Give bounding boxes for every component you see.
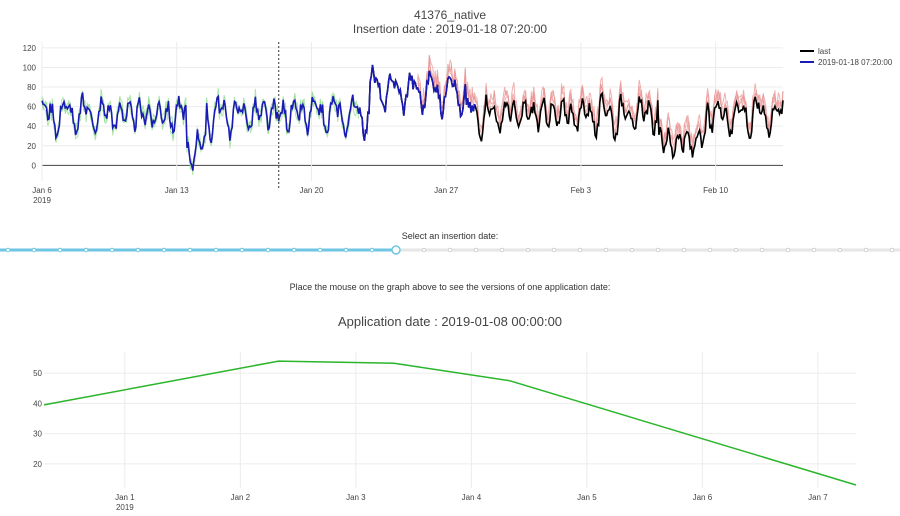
top-x-tick: Jan 13 — [165, 186, 190, 195]
top-x-tick: Feb 3 — [571, 186, 592, 195]
slider-mark[interactable] — [681, 247, 687, 253]
application-date-chart[interactable]: 20 30 40 50 Jan 1 Jan 2 Jan 3 Jan 4 Jan 5 Jan 6 Ja… — [0, 330, 900, 516]
slider-mark[interactable] — [577, 247, 583, 253]
bottom-x-tick: Jan 2 — [231, 493, 251, 502]
slider-label: Select an insertion date: — [401, 231, 499, 241]
slider-mark[interactable] — [265, 247, 271, 253]
top-y-tick: 40 — [27, 122, 36, 131]
slider-mark[interactable] — [707, 247, 713, 253]
bottom-x-tick: Jan 4 — [462, 493, 482, 502]
bottom-x-tick: Jan 7 — [808, 493, 828, 502]
bottom-y-tick: 30 — [33, 430, 42, 439]
slider-mark[interactable] — [837, 247, 843, 253]
insertion-date-slider[interactable] — [0, 241, 900, 261]
slider-mark[interactable] — [161, 247, 167, 253]
slider-mark[interactable] — [83, 247, 89, 253]
slider-mark[interactable] — [629, 247, 635, 253]
slider-mark[interactable] — [733, 247, 739, 253]
legend[interactable]: last 2019-01-18 07:20:00 — [800, 47, 893, 67]
legend-item-last[interactable]: last — [800, 47, 831, 56]
slider-mark[interactable] — [317, 247, 323, 253]
bottom-x-tick: Jan 1 — [115, 493, 135, 502]
slider-mark[interactable] — [551, 247, 557, 253]
slider-mark[interactable] — [603, 247, 609, 253]
bottom-y-tick: 50 — [33, 369, 42, 378]
future-version-line — [417, 55, 784, 149]
top-y-tick: 100 — [23, 63, 37, 72]
legend-label-last: last — [818, 47, 831, 56]
top-gridlines — [41, 42, 783, 181]
legend-item-insertion[interactable]: 2019-01-18 07:20:00 — [800, 58, 893, 67]
chart-title: 41376_native — [413, 8, 487, 22]
slider-mark[interactable] — [525, 247, 531, 253]
bottom-x-tick: Jan 5 — [577, 493, 597, 502]
insertion-versions-chart[interactable]: 0 20 40 60 80 100 120 Jan 6 Jan 13 Jan 20 Jan 27 Fe… — [0, 0, 900, 215]
slider-mark[interactable] — [31, 247, 37, 253]
bottom-x-year: 2019 — [116, 503, 134, 512]
slider-mark[interactable] — [187, 247, 193, 253]
application-series-line — [43, 360, 857, 486]
bottom-y-tick: 20 — [33, 460, 42, 469]
bottom-axis-labels: 20 30 40 50 Jan 1 Jan 2 Jan 3 Jan 4 Jan 5 Jan 6 Ja… — [33, 369, 828, 512]
slider-marks — [5, 247, 895, 253]
series-insertion-line — [41, 64, 476, 171]
slider-mark[interactable] — [863, 247, 869, 253]
bottom-y-tick: 40 — [33, 399, 42, 408]
slider-mark[interactable] — [811, 247, 817, 253]
slider-mark[interactable] — [239, 247, 245, 253]
top-x-tick: Jan 6 — [32, 186, 52, 195]
top-y-tick: 60 — [27, 103, 36, 112]
slider-mark[interactable] — [291, 247, 297, 253]
slider-handle[interactable] — [391, 245, 401, 255]
slider-mark[interactable] — [57, 247, 63, 253]
slider-mark[interactable] — [889, 247, 895, 253]
slider-mark[interactable] — [343, 247, 349, 253]
top-y-tick: 80 — [27, 83, 36, 92]
version-lines — [41, 55, 784, 175]
slider-mark[interactable] — [369, 247, 375, 253]
slider-mark[interactable] — [759, 247, 765, 253]
legend-label-insertion: 2019-01-18 07:20:00 — [818, 58, 893, 67]
top-x-tick: Jan 27 — [434, 186, 459, 195]
top-y-tick: 120 — [23, 44, 37, 53]
slider-mark[interactable] — [135, 247, 141, 253]
slider-mark[interactable] — [655, 247, 661, 253]
slider-mark[interactable] — [5, 247, 11, 253]
slider-mark[interactable] — [447, 247, 453, 253]
application-date-title: Application date : 2019-01-08 00:00:00 — [337, 314, 563, 329]
top-x-tick: Feb 10 — [703, 186, 728, 195]
slider-mark[interactable] — [421, 247, 427, 253]
bottom-gridlines — [44, 352, 856, 488]
chart-subtitle: Insertion date : 2019-01-18 07:20:00 — [352, 22, 548, 36]
top-axis-labels: 0 20 40 60 80 100 120 Jan 6 Jan 13 Jan 20 Jan 27 Fe… — [23, 44, 729, 205]
slider-mark[interactable] — [213, 247, 219, 253]
bottom-x-tick: Jan 3 — [346, 493, 366, 502]
top-y-tick: 20 — [27, 142, 36, 151]
slider-mark[interactable] — [473, 247, 479, 253]
slider-mark[interactable] — [499, 247, 505, 253]
top-x-year: 2019 — [33, 196, 51, 205]
slider-mark[interactable] — [785, 247, 791, 253]
hover-instructions: Place the mouse on the graph above to se… — [289, 282, 611, 292]
top-y-tick: 0 — [32, 161, 37, 170]
top-x-tick: Jan 20 — [299, 186, 324, 195]
slider-mark[interactable] — [109, 247, 115, 253]
bottom-x-tick: Jan 6 — [693, 493, 713, 502]
